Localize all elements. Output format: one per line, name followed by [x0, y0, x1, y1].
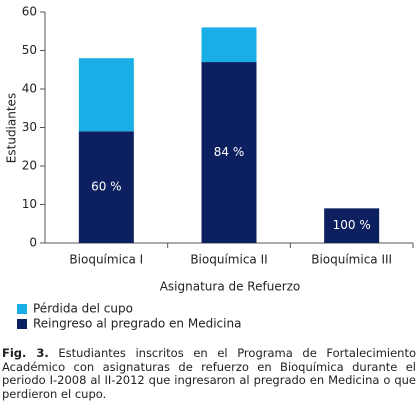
x-tick-label: Bioquímica III: [311, 253, 392, 267]
y-tick-label: 50: [22, 43, 37, 57]
legend-swatch: [17, 304, 27, 314]
y-tick-label: 60: [22, 5, 37, 19]
bar-annotation: 100 %: [333, 218, 371, 232]
caption-label: Fig. 3.: [2, 346, 49, 360]
bar-annotation: 60 %: [91, 180, 122, 194]
x-tick-label: Bioquímica I: [69, 253, 143, 267]
bar-annotation: 84 %: [214, 145, 245, 159]
caption: Fig. 3. Estudiantes inscritos en el Prog…: [2, 346, 417, 401]
legend-swatch: [17, 319, 27, 329]
bar-segment: [201, 62, 257, 243]
bar-segment: [201, 27, 257, 63]
chart: Estudiantes Asignatura de Refuerzo 0 10 20…: [5, 5, 414, 331]
caption-text: Estudiantes inscritos en el Programa de …: [2, 346, 417, 401]
legend-label: Reingreso al pregrado en Medicina: [33, 317, 241, 331]
x-axis-label: Asignatura de Refuerzo: [160, 280, 301, 294]
y-tick-label: 10: [22, 197, 37, 211]
y-tick-label: 20: [22, 159, 37, 173]
bar-segment: [324, 208, 380, 243]
x-tick-label: Bioquímica II: [190, 253, 267, 267]
bar-segment: [78, 131, 134, 243]
legend-label: Pérdida del cupo: [33, 302, 133, 316]
y-tick-label: 40: [22, 82, 37, 96]
y-axis-label: Estudiantes: [5, 93, 19, 163]
y-tick-label: 0: [29, 236, 37, 250]
y-tick-label: 30: [22, 120, 37, 134]
bar-segment: [78, 58, 134, 132]
